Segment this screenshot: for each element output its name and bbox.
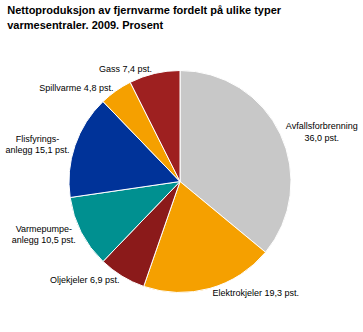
svg-text:Avfallsforbrenning36,0 pst.: Avfallsforbrenning36,0 pst.: [286, 121, 358, 143]
svg-text:Oljekjeler 6,9 pst.: Oljekjeler 6,9 pst.: [50, 275, 120, 285]
svg-text:Elektrokjeler 19,3 pst.: Elektrokjeler 19,3 pst.: [212, 288, 299, 298]
svg-text:Spillvarme 4,8 pst.: Spillvarme 4,8 pst.: [39, 83, 113, 93]
svg-text:Gass 7,4 pst.: Gass 7,4 pst.: [99, 64, 152, 74]
svg-text:Varmepumpe-anlegg 10,5 pst.: Varmepumpe-anlegg 10,5 pst.: [12, 224, 76, 246]
svg-text:Flisfyrings-anlegg 15,1 pst.: Flisfyrings-anlegg 15,1 pst.: [5, 134, 69, 156]
svg-text:Nettoproduksjon av fjernvarme: Nettoproduksjon av fjernvarme fordelt på…: [7, 4, 282, 30]
